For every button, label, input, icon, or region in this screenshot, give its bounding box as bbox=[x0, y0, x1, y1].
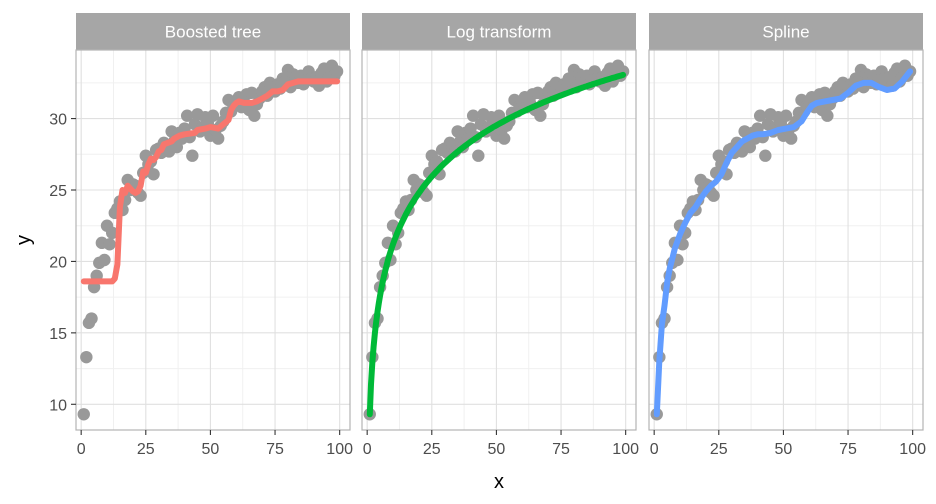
data-point bbox=[211, 132, 225, 145]
data-point bbox=[85, 312, 98, 325]
x-tick-label: 0 bbox=[363, 441, 372, 458]
data-point bbox=[330, 65, 344, 78]
data-point bbox=[492, 109, 506, 122]
x-tick-label: 50 bbox=[488, 441, 506, 458]
fit-line bbox=[80, 78, 341, 285]
x-tick-label: 0 bbox=[77, 441, 86, 458]
panel-border bbox=[648, 49, 924, 431]
facet-strip bbox=[76, 13, 350, 50]
fit-line bbox=[366, 71, 627, 418]
data-point bbox=[821, 109, 834, 122]
data-point bbox=[759, 149, 772, 162]
data-point bbox=[186, 149, 199, 162]
facet-strip-label: Boosted tree bbox=[165, 23, 261, 42]
x-tick-label: 25 bbox=[137, 441, 155, 458]
y-tick-label: 25 bbox=[49, 183, 67, 200]
y-tick-label: 20 bbox=[49, 254, 67, 271]
x-tick-label: 100 bbox=[612, 441, 639, 458]
data-point bbox=[103, 238, 116, 251]
y-axis-title: y bbox=[13, 235, 35, 245]
panel-border bbox=[75, 49, 351, 431]
facet-panel-2: Log transform bbox=[361, 13, 637, 431]
data-point bbox=[472, 149, 485, 162]
x-tick-label: 0 bbox=[650, 441, 659, 458]
x-tick-label: 100 bbox=[326, 441, 353, 458]
x-tick-label: 75 bbox=[839, 441, 857, 458]
fit-line bbox=[653, 68, 914, 418]
x-tick-label: 100 bbox=[899, 441, 926, 458]
data-point bbox=[206, 109, 220, 122]
y-tick-label: 30 bbox=[49, 112, 67, 129]
data-point bbox=[753, 109, 767, 122]
data-point bbox=[534, 109, 547, 122]
x-axis: 0 25 50 75 100 0 25 50 75 100 0 25 50 75 100 bbox=[77, 430, 926, 458]
panel-background bbox=[362, 50, 636, 430]
data-point bbox=[98, 253, 111, 267]
x-tick-label: 75 bbox=[266, 441, 284, 458]
data-point bbox=[466, 109, 480, 122]
data-point bbox=[77, 408, 90, 421]
facet-strip bbox=[649, 13, 923, 50]
facet-strip-label: Log transform bbox=[447, 23, 552, 42]
data-point bbox=[147, 168, 160, 181]
x-tick-label: 25 bbox=[710, 441, 728, 458]
data-point bbox=[248, 109, 261, 122]
facet-panel-1: Boosted tree bbox=[75, 13, 351, 431]
data-point bbox=[420, 189, 433, 202]
x-tick-label: 75 bbox=[552, 441, 570, 458]
x-tick-label: 50 bbox=[202, 441, 220, 458]
data-point bbox=[707, 189, 720, 202]
x-tick-label: 50 bbox=[775, 441, 793, 458]
y-axis: 10 15 20 25 30 bbox=[49, 112, 76, 414]
y-tick-label: 15 bbox=[49, 326, 67, 343]
panel-background bbox=[649, 50, 923, 430]
data-point bbox=[779, 109, 793, 122]
data-point bbox=[497, 132, 511, 145]
facet-strip-label: Spline bbox=[762, 23, 809, 42]
data-point bbox=[784, 132, 798, 145]
facet-strip bbox=[362, 13, 636, 50]
data-point bbox=[80, 350, 93, 364]
x-tick-label: 25 bbox=[423, 441, 441, 458]
panel-border bbox=[361, 49, 637, 431]
data-point bbox=[105, 226, 119, 240]
facet-panels: Boosted tree Log transform Spline bbox=[75, 13, 924, 431]
x-axis-title: x bbox=[494, 471, 504, 493]
gridlines bbox=[649, 50, 923, 430]
data-point bbox=[180, 109, 194, 122]
facet-panel-3: Spline bbox=[648, 13, 924, 431]
y-tick-label: 10 bbox=[49, 397, 67, 414]
